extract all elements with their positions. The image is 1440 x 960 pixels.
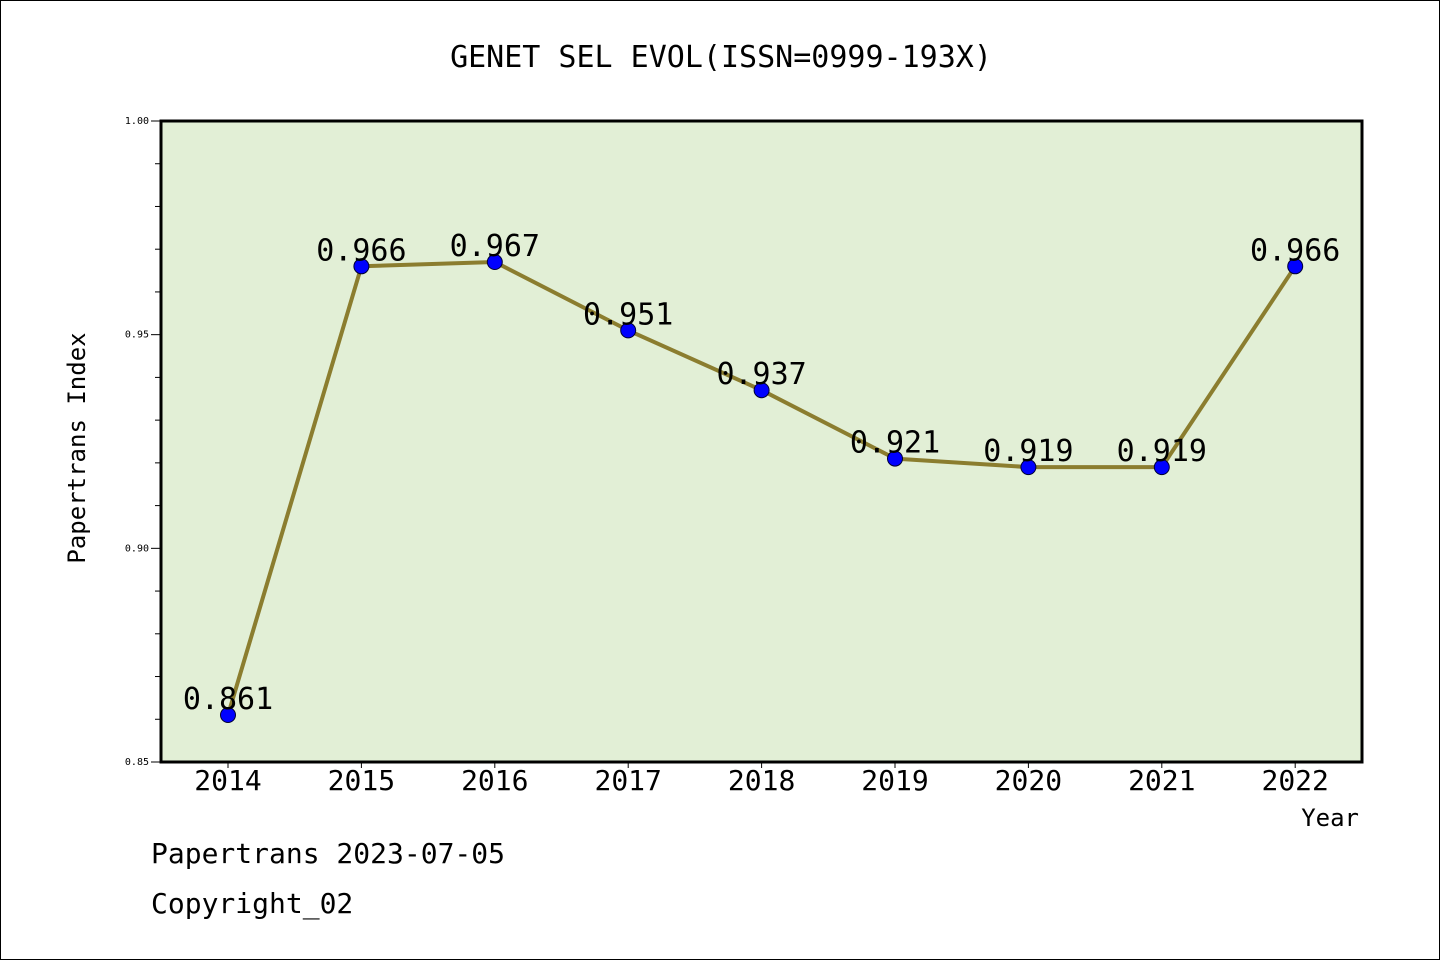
x-tick-label: 2015	[328, 764, 395, 797]
data-label: 0.937	[716, 357, 806, 392]
y-axis-label: Papertrans Index	[63, 332, 91, 563]
data-point	[620, 322, 637, 339]
data-point	[887, 450, 903, 467]
x-axis: 2014 2015 2016 2017 2018 2019 2020 2021 2022	[194, 762, 1329, 797]
x-tick-label: 2021	[1128, 764, 1195, 797]
footer-copyright: Copyright_02	[151, 887, 354, 920]
y-tick-label: 1.00	[125, 116, 149, 127]
data-label: 0.966	[316, 233, 406, 268]
plot-area	[159, 119, 1364, 764]
x-tick-label: 2014	[194, 764, 261, 797]
x-tick-label: 2016	[461, 764, 528, 797]
data-point	[1153, 459, 1170, 476]
data-labels: 0.861 0.966 0.967 0.951 0.937 0.921 0.919 0.919…	[183, 229, 1341, 717]
x-tick-label: 2017	[594, 764, 661, 797]
x-tick-label: 2019	[861, 764, 928, 797]
data-point	[486, 254, 503, 271]
data-point	[1020, 459, 1037, 476]
data-label: 0.921	[850, 426, 940, 461]
x-tick-label: 2020	[995, 764, 1062, 797]
y-tick-label: 0.85	[125, 757, 149, 768]
y-tick-label: 0.90	[125, 543, 149, 554]
data-label: 0.967	[450, 229, 540, 264]
data-point	[1287, 258, 1304, 275]
data-markers	[220, 254, 1304, 723]
x-tick-label: 2018	[728, 764, 795, 797]
data-point	[753, 382, 770, 399]
data-label: 0.966	[1250, 233, 1340, 268]
data-point	[353, 258, 370, 275]
y-tick-label: 0.95	[125, 330, 149, 341]
chart-title: GENET SEL EVOL(ISSN=0999-193X)	[450, 40, 992, 75]
y-axis: 0.85 0.90 0.95 1.00	[125, 116, 161, 768]
data-label: 0.861	[183, 682, 273, 717]
footer-date: Papertrans 2023-07-05	[151, 837, 506, 870]
data-label: 0.919	[1117, 434, 1207, 469]
x-tick-label: 2022	[1261, 764, 1328, 797]
x-axis-label: Year	[1301, 804, 1359, 832]
data-label: 0.919	[983, 434, 1073, 469]
data-label: 0.951	[583, 297, 673, 332]
data-point	[220, 706, 236, 723]
